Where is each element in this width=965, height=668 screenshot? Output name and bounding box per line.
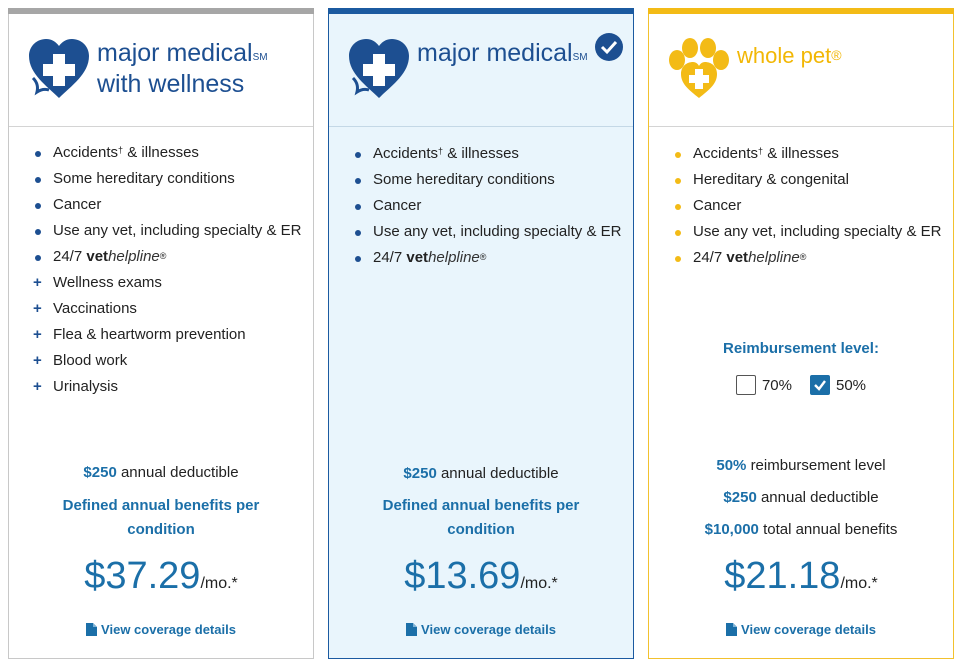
list-item: Use any vet, including specialty & ER [353,219,623,245]
per-month-link[interactable]: /mo.* [840,575,878,592]
bullet-icon [355,178,361,184]
benefit-text: Defined annual benefits per condition [62,497,260,538]
feature-list: Accidents† & illnesses Some hereditary c… [353,141,623,271]
plan-card-whole-pet[interactable]: whole pet® Accidents† & illnesses Heredi… [648,8,954,659]
bullet-icon [675,152,681,158]
list-item: Use any vet, including specialty & ER [33,218,303,244]
view-coverage-details-link[interactable]: View coverage details [9,622,313,641]
list-item: + Blood work [33,348,303,374]
bullet-icon [35,177,41,183]
bullet-icon [355,152,361,158]
card-header: major medicalSM with wellness [9,14,313,127]
card-top-bar [648,8,954,14]
benefit-text: Defined annual benefits per condition [382,497,580,538]
price: $21.18/mo.* [724,555,878,597]
plus-icon: + [33,352,42,369]
heart-cross-icon [29,39,89,98]
plan-name: whole pet® [737,43,842,68]
list-item: Hereditary & congenital [673,167,943,193]
bullet-icon [355,204,361,210]
price: $13.69/mo.* [404,555,558,597]
per-month-link[interactable]: /mo.* [520,575,558,592]
card-top-bar [8,8,314,14]
list-item: Some hereditary conditions [353,167,623,193]
list-item: Accidents† & illnesses [673,141,943,167]
checkbox-checked[interactable] [810,375,830,395]
list-item: Cancer [33,192,303,218]
list-item: + Flea & heartworm prevention [33,322,303,348]
bullet-icon [35,151,41,157]
view-coverage-details-link[interactable]: View coverage details [329,622,633,641]
list-item: Cancer [353,193,623,219]
plus-icon: + [33,378,42,395]
plus-icon: + [33,274,42,291]
heart-cross-icon [349,39,409,98]
paw-cross-icon [669,38,729,98]
reimbursement-option-50[interactable]: 50% [810,375,866,395]
plan-name: major medicalSM with wellness [97,39,268,98]
reimbursement-summary: 50% reimbursement level [716,457,886,474]
feature-list: Accidents† & illnesses Hereditary & cong… [673,141,943,271]
deductible-line: $250 annual deductible [723,489,879,506]
total-benefit-line: $10,000 total annual benefits [704,521,898,538]
bullet-icon [35,255,41,261]
document-icon [406,623,418,636]
bullet-icon [355,256,361,262]
card-top-bar [328,8,634,14]
view-coverage-details-link[interactable]: View coverage details [649,622,953,641]
check-icon [814,380,826,391]
bullet-icon [35,229,41,235]
card-header: major medicalSM [329,14,633,127]
list-item: + Wellness exams [33,270,303,296]
feature-list: Accidents† & illnesses Some hereditary c… [33,140,303,400]
bullet-icon [355,230,361,236]
reimbursement-option-70[interactable]: 70% [735,375,792,395]
plan-card-major-medical-wellness[interactable]: major medicalSM with wellness Accidents†… [8,8,314,659]
plan-name: major medicalSM [417,39,588,67]
list-item: 24/7 vethelpline® [353,245,623,271]
plus-icon: + [33,300,42,317]
reimbursement-label: Reimbursement level: [723,340,879,357]
bullet-icon [675,178,681,184]
price: $37.29/mo.* [84,555,238,597]
list-item: Some hereditary conditions [33,166,303,192]
summary-lines: 50% reimbursement level $250 annual dedu… [649,450,953,546]
list-item: Use any vet, including specialty & ER [673,219,943,245]
check-circle-icon [595,33,623,61]
list-item: Accidents† & illnesses [33,140,303,166]
list-item: Cancer [673,193,943,219]
list-item: 24/7 vethelpline® [33,244,303,270]
plus-icon: + [33,326,42,343]
per-month-link[interactable]: /mo.* [200,575,238,592]
bullet-icon [675,230,681,236]
list-item: 24/7 vethelpline® [673,245,943,271]
list-item: Accidents† & illnesses [353,141,623,167]
plan-card-major-medical[interactable]: major medicalSM Accidents† & illnesses S… [328,8,634,659]
list-item: + Urinalysis [33,374,303,400]
bullet-icon [675,256,681,262]
list-item: + Vaccinations [33,296,303,322]
deductible-line: $250 annual deductible [83,464,239,481]
document-icon [86,623,98,636]
bullet-icon [675,204,681,210]
deductible-line: $250 annual deductible [403,465,559,482]
card-header: whole pet® [649,14,953,127]
reimbursement-options: 70% 50% [649,375,953,400]
checkbox-unchecked[interactable] [735,375,756,395]
document-icon [726,623,738,636]
bullet-icon [35,203,41,209]
